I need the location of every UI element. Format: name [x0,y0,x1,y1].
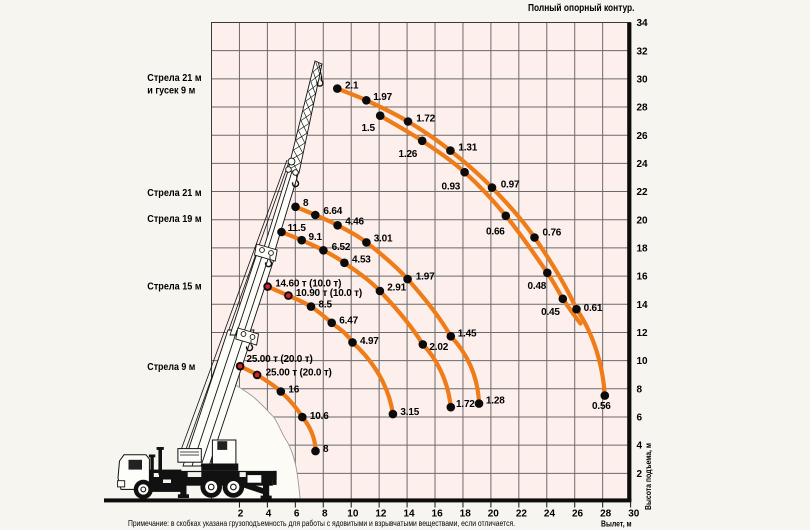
svg-text:16: 16 [288,385,299,396]
svg-text:30: 30 [628,509,640,520]
svg-text:22: 22 [516,509,528,520]
svg-text:8: 8 [637,384,643,395]
svg-text:28: 28 [637,103,649,114]
svg-text:0.45: 0.45 [541,307,560,318]
svg-text:14.60 т (10.0 т): 14.60 т (10.0 т) [275,279,341,290]
svg-text:11.5: 11.5 [288,223,307,234]
svg-text:4.53: 4.53 [352,255,371,266]
svg-text:0.76: 0.76 [543,228,562,239]
svg-text:20: 20 [637,215,649,226]
svg-text:0.48: 0.48 [528,281,547,292]
svg-text:4.97: 4.97 [360,336,379,347]
svg-text:Стрела 21 м: Стрела 21 м [147,188,201,199]
svg-text:16: 16 [637,272,649,283]
svg-text:1.72: 1.72 [416,113,435,124]
svg-text:1.45: 1.45 [458,328,477,339]
svg-text:0.93: 0.93 [442,182,461,193]
svg-text:6.64: 6.64 [323,206,342,217]
svg-text:12: 12 [375,509,387,520]
svg-text:0.61: 0.61 [584,303,603,314]
svg-text:25.00 т (20.0 т): 25.00 т (20.0 т) [266,367,332,378]
svg-text:1.28: 1.28 [486,395,505,406]
svg-text:24: 24 [544,509,556,520]
svg-text:1.72: 1.72 [456,399,475,410]
svg-text:12: 12 [637,328,649,339]
svg-text:1.97: 1.97 [416,271,435,282]
svg-text:3.15: 3.15 [400,407,419,418]
svg-text:Высота подъема, м: Высота подъема, м [644,443,653,510]
svg-text:0.56: 0.56 [592,401,611,412]
svg-text:2: 2 [637,469,643,480]
svg-text:14: 14 [403,509,415,520]
svg-text:Стрела 19 м: Стрела 19 м [147,214,201,225]
svg-text:10.6: 10.6 [310,411,329,422]
svg-text:20: 20 [488,509,500,520]
svg-text:28: 28 [600,509,612,520]
svg-text:30: 30 [637,74,649,85]
svg-text:4: 4 [637,441,643,452]
svg-text:1.31: 1.31 [458,142,477,153]
svg-text:6: 6 [294,509,300,520]
svg-text:26: 26 [637,131,649,142]
svg-text:24: 24 [637,159,649,170]
svg-text:16: 16 [432,509,444,520]
svg-text:Вылет, м: Вылет, м [601,519,632,529]
svg-text:22: 22 [637,187,649,198]
svg-text:0.66: 0.66 [486,227,505,238]
svg-text:6.47: 6.47 [339,316,358,327]
svg-text:2.02: 2.02 [429,342,448,353]
svg-text:6: 6 [637,413,643,424]
svg-text:Примечание: в скобках указана: Примечание: в скобках указана грузоподъе… [128,518,515,528]
svg-text:18: 18 [460,509,472,520]
svg-text:Стрела 9 м: Стрела 9 м [147,362,195,373]
svg-text:34: 34 [637,18,649,29]
svg-text:2.1: 2.1 [345,81,359,92]
svg-text:8: 8 [323,444,329,455]
svg-text:4.46: 4.46 [345,217,364,228]
svg-text:6.52: 6.52 [332,242,351,253]
svg-text:2: 2 [238,509,244,520]
svg-text:10: 10 [637,356,649,367]
svg-text:25.00 т (20.0 т): 25.00 т (20.0 т) [247,354,313,365]
svg-text:14: 14 [637,300,649,311]
svg-text:4: 4 [266,509,272,520]
svg-text:Стрела 15 м: Стрела 15 м [147,282,201,293]
svg-text:8.5: 8.5 [319,300,333,311]
svg-text:26: 26 [572,509,584,520]
svg-text:1.97: 1.97 [373,92,392,103]
svg-text:3.01: 3.01 [374,234,393,245]
svg-text:0.97: 0.97 [501,179,520,190]
svg-text:Стрела 21 м: Стрела 21 м [147,73,201,84]
svg-text:10.90 т (10.0 т): 10.90 т (10.0 т) [296,288,362,299]
svg-text:Полный опорный контур.: Полный опорный контур. [528,2,635,14]
svg-text:8: 8 [303,198,309,209]
svg-text:8: 8 [322,509,328,520]
svg-text:18: 18 [637,244,649,255]
svg-text:9.1: 9.1 [309,232,323,243]
svg-text:1.26: 1.26 [399,149,418,160]
svg-text:2.91: 2.91 [387,283,406,294]
svg-text:32: 32 [637,46,649,57]
svg-text:10: 10 [347,509,359,520]
svg-text:1.5: 1.5 [362,123,376,134]
svg-text:и гусек 9 м: и гусек 9 м [147,86,195,97]
